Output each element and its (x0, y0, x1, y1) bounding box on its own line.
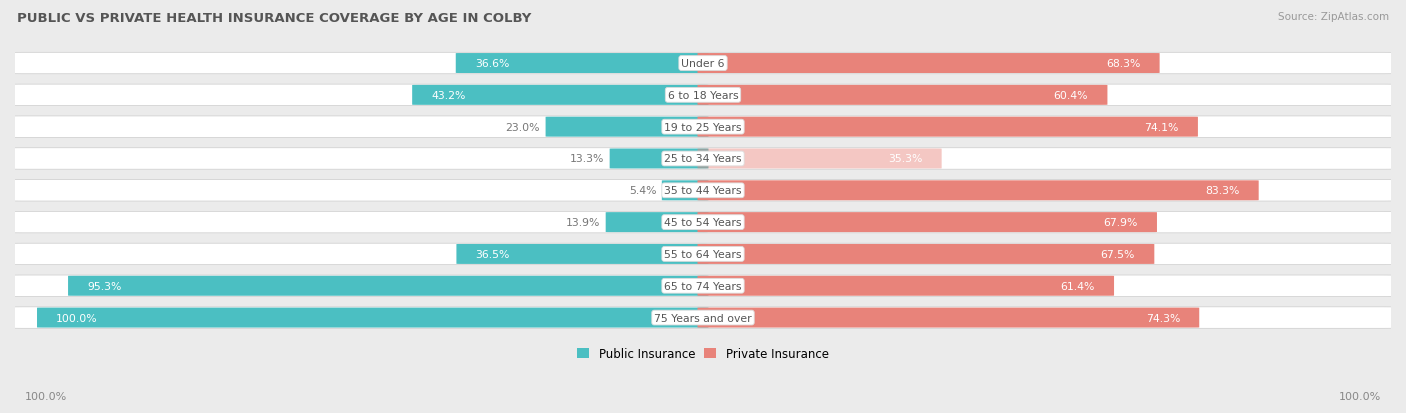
Text: 100.0%: 100.0% (25, 391, 67, 401)
FancyBboxPatch shape (697, 213, 1157, 233)
Text: 6 to 18 Years: 6 to 18 Years (668, 90, 738, 101)
Text: 43.2%: 43.2% (432, 90, 465, 101)
FancyBboxPatch shape (412, 85, 709, 106)
Text: PUBLIC VS PRIVATE HEALTH INSURANCE COVERAGE BY AGE IN COLBY: PUBLIC VS PRIVATE HEALTH INSURANCE COVER… (17, 12, 531, 25)
Text: 5.4%: 5.4% (628, 186, 657, 196)
FancyBboxPatch shape (6, 116, 1400, 138)
Text: 55 to 64 Years: 55 to 64 Years (664, 249, 742, 259)
Text: 74.3%: 74.3% (1146, 313, 1180, 323)
Text: 75 Years and over: 75 Years and over (654, 313, 752, 323)
Text: 35 to 44 Years: 35 to 44 Years (664, 186, 742, 196)
Text: 19 to 25 Years: 19 to 25 Years (664, 122, 742, 132)
FancyBboxPatch shape (697, 308, 1199, 328)
FancyBboxPatch shape (6, 275, 1400, 297)
FancyBboxPatch shape (6, 307, 1400, 328)
Text: 83.3%: 83.3% (1205, 186, 1240, 196)
Text: 65 to 74 Years: 65 to 74 Years (664, 281, 742, 291)
Text: 67.9%: 67.9% (1104, 218, 1137, 228)
FancyBboxPatch shape (457, 244, 709, 264)
Text: 100.0%: 100.0% (56, 313, 98, 323)
Text: 61.4%: 61.4% (1060, 281, 1095, 291)
FancyBboxPatch shape (6, 85, 1400, 106)
FancyBboxPatch shape (697, 276, 1114, 296)
FancyBboxPatch shape (697, 181, 1258, 201)
FancyBboxPatch shape (697, 149, 942, 169)
Text: 13.9%: 13.9% (565, 218, 600, 228)
Text: 74.1%: 74.1% (1144, 122, 1178, 132)
Text: 67.5%: 67.5% (1101, 249, 1135, 259)
Text: 95.3%: 95.3% (87, 281, 122, 291)
FancyBboxPatch shape (697, 117, 1198, 138)
FancyBboxPatch shape (6, 148, 1400, 170)
Text: 68.3%: 68.3% (1107, 59, 1140, 69)
Text: 25 to 34 Years: 25 to 34 Years (664, 154, 742, 164)
FancyBboxPatch shape (697, 85, 1108, 106)
Text: 60.4%: 60.4% (1053, 90, 1088, 101)
FancyBboxPatch shape (610, 149, 709, 169)
Legend: Public Insurance, Private Insurance: Public Insurance, Private Insurance (572, 342, 834, 365)
Text: Source: ZipAtlas.com: Source: ZipAtlas.com (1278, 12, 1389, 22)
FancyBboxPatch shape (6, 180, 1400, 202)
FancyBboxPatch shape (606, 213, 709, 233)
Text: 13.3%: 13.3% (569, 154, 605, 164)
FancyBboxPatch shape (546, 117, 709, 138)
Text: 35.3%: 35.3% (889, 154, 922, 164)
FancyBboxPatch shape (6, 53, 1400, 75)
Text: Under 6: Under 6 (682, 59, 724, 69)
FancyBboxPatch shape (697, 244, 1154, 264)
FancyBboxPatch shape (67, 276, 709, 296)
Text: 36.5%: 36.5% (475, 249, 510, 259)
FancyBboxPatch shape (697, 54, 1160, 74)
Text: 23.0%: 23.0% (506, 122, 540, 132)
FancyBboxPatch shape (6, 212, 1400, 233)
Text: 45 to 54 Years: 45 to 54 Years (664, 218, 742, 228)
FancyBboxPatch shape (37, 308, 709, 328)
FancyBboxPatch shape (456, 54, 709, 74)
Text: 100.0%: 100.0% (1339, 391, 1381, 401)
FancyBboxPatch shape (662, 181, 709, 201)
Text: 36.6%: 36.6% (475, 59, 509, 69)
FancyBboxPatch shape (6, 244, 1400, 265)
